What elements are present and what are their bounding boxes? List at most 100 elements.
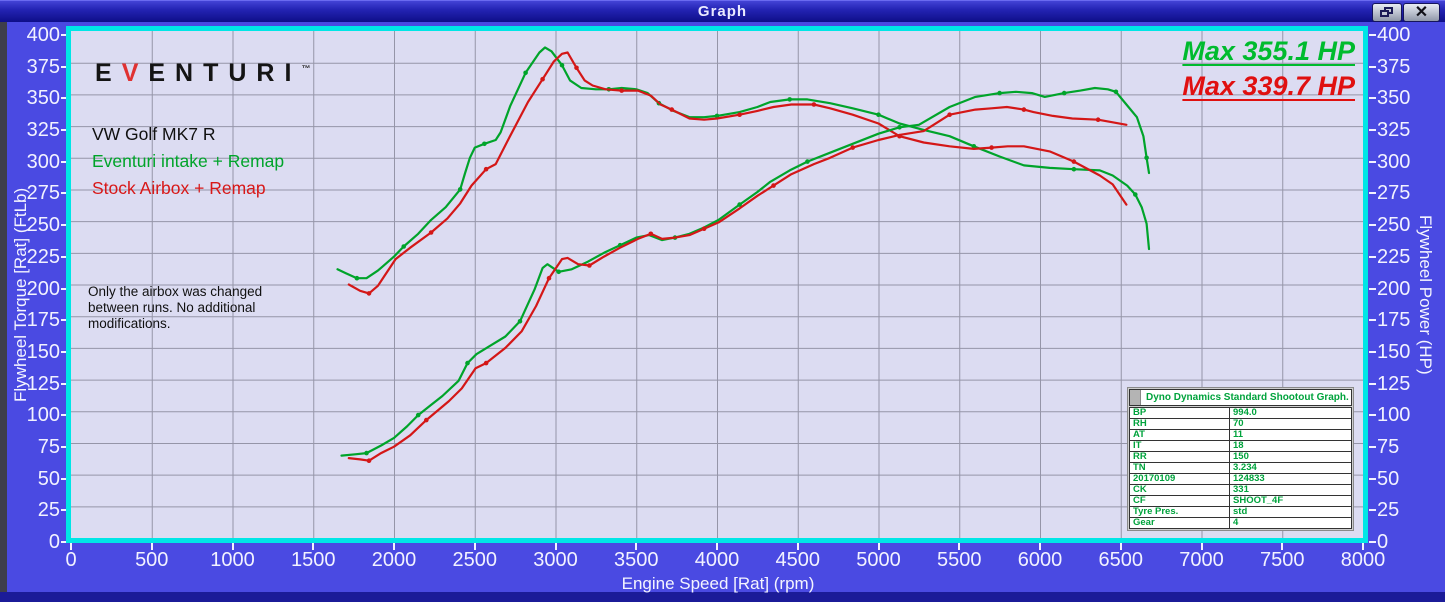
y-tick-mark-left bbox=[61, 129, 68, 132]
row-value: 3.234 bbox=[1229, 462, 1352, 474]
series-marker bbox=[428, 230, 434, 235]
row-value: 70 bbox=[1229, 418, 1352, 430]
x-tick-mark bbox=[796, 543, 799, 550]
y-tick-label-left: 100 bbox=[26, 404, 60, 427]
table-row: RH 70 bbox=[1129, 418, 1352, 430]
panel-drag-handle[interactable] bbox=[1130, 390, 1141, 405]
x-tick-label: 500 bbox=[135, 549, 169, 571]
series-marker bbox=[465, 360, 470, 366]
x-tick-label: 7500 bbox=[1260, 549, 1305, 571]
x-tick-label: 1500 bbox=[291, 549, 336, 571]
logo-red-v: V bbox=[121, 59, 149, 87]
x-tick-label: 3000 bbox=[533, 549, 578, 571]
x-tick-label: 4000 bbox=[694, 549, 740, 571]
row-key: 20170109 bbox=[1129, 473, 1230, 485]
row-key: BP bbox=[1129, 407, 1230, 419]
y-tick-mark-right bbox=[1369, 34, 1376, 36]
x-tick-mark bbox=[635, 543, 638, 550]
series-marker bbox=[619, 88, 624, 93]
row-value: 331 bbox=[1229, 484, 1352, 496]
row-key: AT bbox=[1129, 429, 1230, 441]
title-bar[interactable]: Graph ✕ bbox=[0, 0, 1445, 22]
series-line-3 bbox=[347, 105, 1128, 462]
series-marker bbox=[771, 183, 776, 188]
y-tick-mark-right bbox=[1369, 319, 1376, 322]
plot-area[interactable]: EVENTURI™ VW Golf MK7 R Eventuri intake … bbox=[71, 31, 1363, 538]
series-marker bbox=[366, 458, 372, 464]
y-tick-label-left: 300 bbox=[26, 150, 60, 173]
y-tick-mark-left bbox=[61, 192, 68, 195]
y-tick-mark-right bbox=[1369, 382, 1376, 385]
dyno-info-panel[interactable]: Dyno Dynamics Standard Shootout Graph. B… bbox=[1127, 387, 1354, 531]
x-tick-label: 6500 bbox=[1098, 549, 1144, 571]
x-tick-label: 5500 bbox=[937, 549, 982, 571]
x-tick-mark bbox=[150, 543, 153, 550]
row-value: 150 bbox=[1229, 451, 1352, 463]
y-tick-mark-left bbox=[61, 97, 68, 100]
row-value: 4 bbox=[1229, 517, 1352, 529]
table-row: TN 3.234 bbox=[1129, 462, 1352, 474]
series-marker bbox=[947, 112, 952, 117]
y-tick-mark-left bbox=[61, 509, 68, 512]
series-marker bbox=[1021, 107, 1027, 112]
y-tick-label-left: 75 bbox=[37, 435, 60, 458]
row-key: CF bbox=[1129, 495, 1230, 507]
close-button[interactable]: ✕ bbox=[1403, 3, 1440, 22]
table-row: BP 994.0 bbox=[1129, 407, 1352, 419]
y-tick-mark-left bbox=[61, 34, 68, 36]
window-bottom-border bbox=[0, 592, 1445, 602]
dyno-chart[interactable] bbox=[71, 31, 1363, 538]
y-tick-mark-left bbox=[61, 350, 68, 353]
series-marker bbox=[540, 76, 545, 82]
y-tick-label-right: 0 bbox=[1377, 531, 1389, 553]
row-key: RH bbox=[1129, 418, 1230, 430]
table-row: IT 18 bbox=[1129, 440, 1352, 452]
y-tick-label-right: 100 bbox=[1377, 404, 1411, 427]
table-row: Tyre Pres. std bbox=[1129, 506, 1352, 518]
y-tick-label-right: 75 bbox=[1377, 435, 1400, 458]
series-line-0 bbox=[336, 46, 1151, 280]
y-tick-label-right: 350 bbox=[1377, 87, 1411, 110]
x-tick-mark bbox=[1119, 543, 1122, 550]
y-tick-mark-right bbox=[1369, 224, 1376, 227]
y-tick-mark-right bbox=[1369, 414, 1376, 417]
row-key: Tyre Pres. bbox=[1129, 506, 1230, 518]
series-marker bbox=[850, 145, 855, 150]
annotation-note: Only the airbox was changed between runs… bbox=[88, 284, 263, 331]
x-tick-mark bbox=[1200, 543, 1203, 550]
restore-icon bbox=[1380, 7, 1394, 18]
y-tick-label-right: 175 bbox=[1377, 309, 1411, 332]
series-marker bbox=[1095, 117, 1101, 122]
series-marker bbox=[587, 263, 592, 268]
series-marker bbox=[648, 231, 654, 237]
series-marker bbox=[1061, 90, 1067, 96]
run-legend: VW Golf MK7 R Eventuri intake + Remap St… bbox=[92, 121, 284, 202]
y-tick-mark-left bbox=[61, 414, 68, 417]
x-tick-mark bbox=[473, 543, 476, 550]
x-tick-mark bbox=[1039, 543, 1041, 550]
max-power-green: Max 355.1 HP bbox=[1182, 36, 1355, 66]
table-row: AT 11 bbox=[1129, 429, 1352, 441]
series-marker bbox=[669, 107, 675, 112]
x-tick-label: 6000 bbox=[1017, 549, 1063, 571]
series-marker bbox=[483, 166, 489, 172]
x-tick-label: 1000 bbox=[210, 549, 255, 571]
row-value: std bbox=[1229, 506, 1352, 518]
y-tick-mark-right bbox=[1369, 509, 1376, 512]
x-tick-mark bbox=[231, 543, 234, 550]
series-marker bbox=[737, 112, 742, 117]
x-tick-label: 0 bbox=[65, 549, 77, 571]
row-key: CK bbox=[1129, 484, 1230, 496]
series-marker bbox=[787, 97, 792, 102]
series-marker bbox=[559, 62, 565, 68]
series-marker bbox=[1071, 166, 1077, 172]
series-marker bbox=[457, 187, 463, 192]
table-row: CK 331 bbox=[1129, 484, 1352, 496]
series-marker bbox=[989, 145, 994, 150]
x-tick-mark bbox=[958, 543, 961, 550]
y-tick-label-left: 175 bbox=[26, 309, 60, 332]
restore-button[interactable] bbox=[1372, 3, 1402, 22]
y-tick-mark-right bbox=[1369, 97, 1376, 100]
y-tick-mark-left bbox=[61, 541, 68, 543]
x-tick-label: 3500 bbox=[614, 549, 659, 571]
